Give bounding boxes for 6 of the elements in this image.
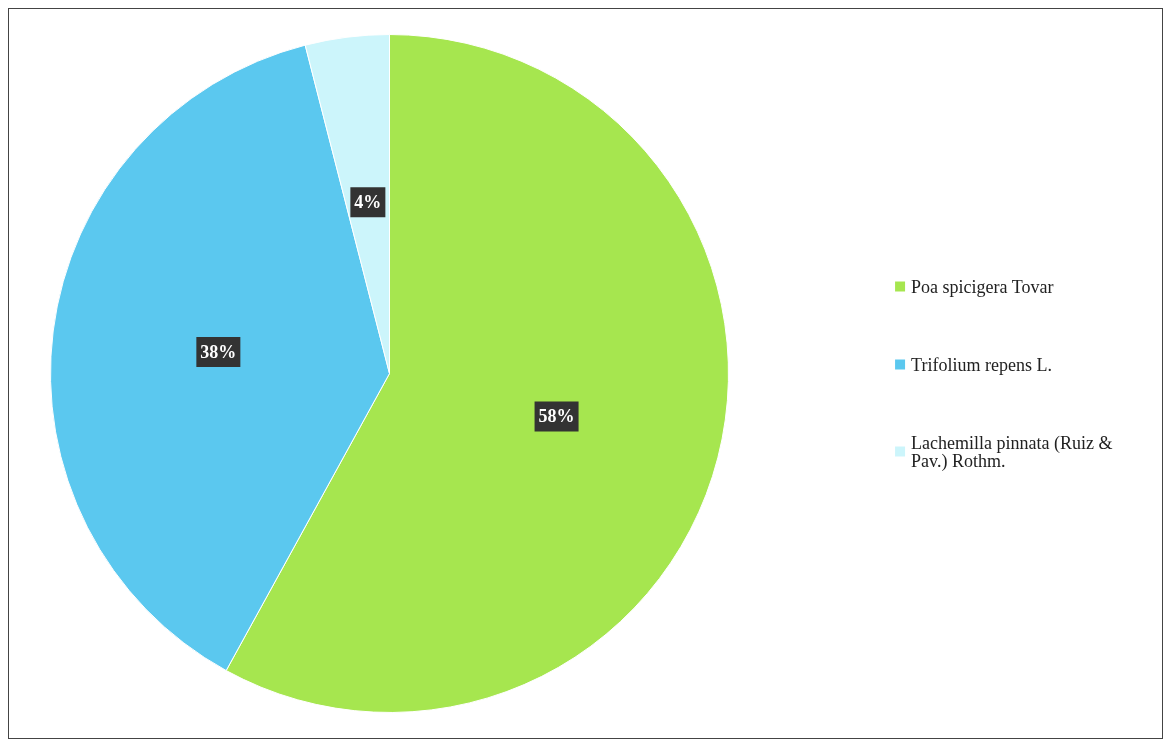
data-label: 4%	[354, 192, 382, 213]
legend-label: Trifolium repens L.	[911, 354, 1052, 375]
legend-label: Lachemilla pinnata (Ruiz & Pav.) Rothm.	[911, 432, 1118, 472]
legend-label: Poa spicigera Tovar	[911, 276, 1054, 297]
data-label: 58%	[538, 406, 575, 427]
data-label: 38%	[200, 341, 237, 362]
